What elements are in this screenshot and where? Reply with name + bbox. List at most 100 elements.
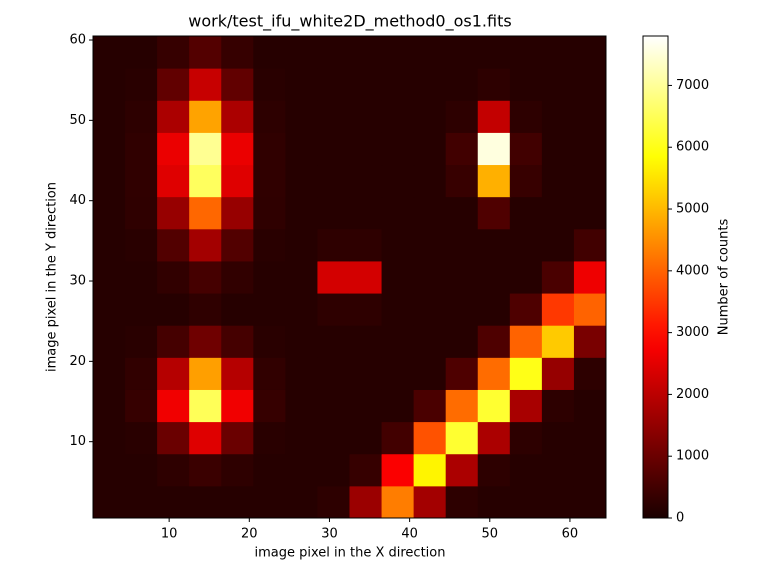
heat-cell [509,228,543,262]
heat-cell [349,36,383,69]
heat-cell [125,36,158,69]
heat-cell [509,421,543,455]
heat-cell [445,164,479,198]
heat-cell [413,196,447,230]
heat-cell [317,68,350,101]
heat-cell [541,36,575,69]
heat-cell [285,100,318,133]
heat-cell [189,164,222,198]
heat-cell [93,421,126,455]
heat-cell [477,389,511,423]
colorbar-tick-label: 2000 [676,387,709,402]
heat-cell [349,421,383,455]
heat-cell [189,196,222,230]
heat-cell [157,260,190,294]
chart-title: work/test_ifu_white2D_method0_os1.fits [188,12,511,32]
heat-cell [349,228,383,262]
heat-cell [477,196,511,230]
heat-cell [445,68,479,101]
heat-cell [477,485,511,519]
heat-cell [125,389,158,423]
heat-cell [381,260,415,294]
heat-cell [125,421,158,455]
heat-cell [285,421,318,455]
heat-cell [253,196,286,230]
heat-cell [189,325,222,358]
heat-cell [573,196,607,230]
heat-cell [413,68,447,101]
heat-cell [381,228,415,262]
heat-cell [573,421,607,455]
heat-cell [285,357,318,390]
heat-cell [189,357,222,390]
heat-cell [253,228,286,262]
heat-cell [125,293,158,326]
heat-cell [541,260,575,294]
heat-cell [349,293,383,326]
heat-cell [157,325,190,358]
heat-cell [253,389,286,423]
heat-cell [221,325,254,358]
heat-cell [349,260,383,294]
heat-cell [413,228,447,262]
heat-cell [189,293,222,326]
heat-cell [445,100,479,133]
heat-cell [93,36,126,69]
heat-cell [157,453,190,487]
heat-cell [381,325,415,358]
heat-cell [253,357,286,390]
heat-cell [477,164,511,198]
heat-cell [573,100,607,133]
heat-cell [381,68,415,101]
heat-cell [125,164,158,198]
heat-cell [413,485,447,519]
heat-cell [381,453,415,487]
heat-cell [253,453,286,487]
heat-cell [541,196,575,230]
heat-cell [189,389,222,423]
heat-cell [285,325,318,358]
heat-cell [381,36,415,69]
heat-cell [413,357,447,390]
heat-cell [253,36,286,69]
heat-cell [125,325,158,358]
heat-cell [285,36,318,69]
heat-cell [381,293,415,326]
heat-cell [541,357,575,390]
heat-cell [349,453,383,487]
heat-cell [381,389,415,423]
heat-cell [349,100,383,133]
x-tick-label: 50 [482,527,499,542]
heat-cell [157,485,190,519]
heat-cell [317,100,350,133]
heat-cell [93,68,126,101]
heat-cell [157,100,190,133]
heat-cell [285,68,318,101]
plot-frame [92,35,607,519]
heat-cell [445,36,479,69]
heat-cell [285,293,318,326]
heat-cell [285,453,318,487]
colorbar-label: Number of counts [717,219,732,336]
heat-cell [93,228,126,262]
heat-cell [317,228,350,262]
heat-cell [445,132,479,166]
heat-cell [125,68,158,101]
heat-cell [381,421,415,455]
heat-cell [477,325,511,358]
heat-cell [285,389,318,423]
heat-cell [541,325,575,358]
heat-cell [125,485,158,519]
heat-cell [125,228,158,262]
heat-cell [253,100,286,133]
heat-cell [445,325,479,358]
heat-cell [349,389,383,423]
heat-cell [509,68,543,101]
heat-cell [477,260,511,294]
heat-cell [509,196,543,230]
heat-cell [93,325,126,358]
colorbar-tick-label: 4000 [676,263,709,278]
heat-cell [93,389,126,423]
heat-cell [253,325,286,358]
heat-cell [413,132,447,166]
